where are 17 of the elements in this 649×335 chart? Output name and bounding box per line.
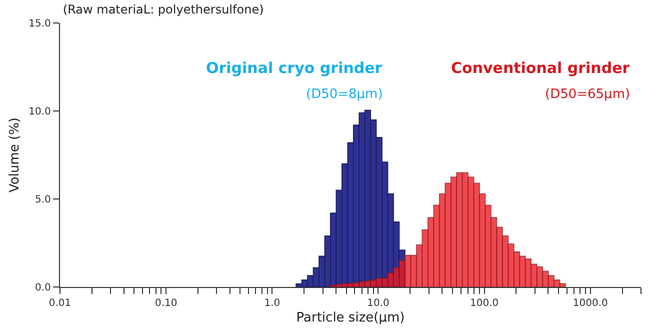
y-tick-label: 15.0	[28, 18, 51, 30]
annotation: (D50=65μm)	[545, 87, 630, 102]
y-tick-label: 0.0	[34, 282, 51, 294]
x-tick-label: 1000.0	[572, 298, 608, 310]
y-tick-label: 10.0	[28, 106, 51, 118]
x-tick-label: 1.0	[264, 298, 280, 310]
x-axis-title: Particle size(μm)	[296, 310, 405, 326]
y-tick-label: 5.0	[34, 194, 51, 206]
x-tick-label: 10.0	[367, 298, 390, 310]
chart-title: (Raw materiaL: polyethersulfone)	[62, 2, 264, 16]
x-tick-label: 0.10	[154, 298, 178, 310]
annotation: (D50=8μm)	[306, 87, 383, 102]
text: Original cryo grinder	[206, 59, 383, 77]
x-tick-label: 0.01	[48, 298, 72, 310]
y-axis-title: Volume (%)	[8, 118, 23, 192]
text: Conventional grinder	[451, 59, 630, 77]
x-tick-label: 100.0	[470, 298, 499, 310]
